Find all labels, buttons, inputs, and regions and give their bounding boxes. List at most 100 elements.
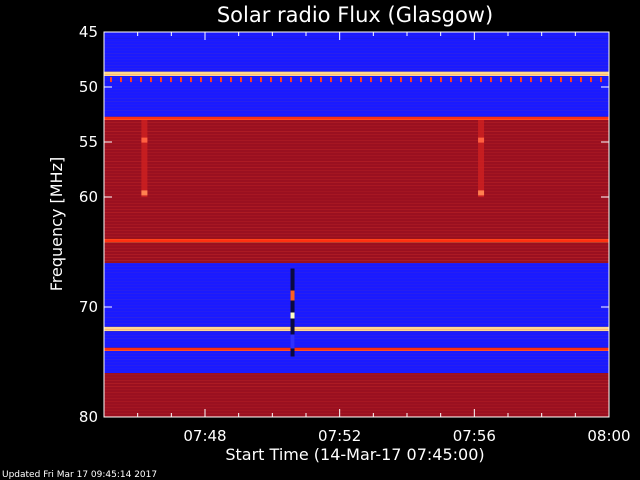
noise-row <box>104 302 609 303</box>
noise-row <box>104 413 609 414</box>
noise-row <box>104 110 609 111</box>
frequency-band-2 <box>104 71 609 76</box>
periodic-dot <box>480 77 482 83</box>
noise-row <box>104 308 609 309</box>
noise-row <box>104 125 609 126</box>
noise-row <box>104 221 609 222</box>
noise-row <box>104 155 609 156</box>
noise-row <box>104 113 609 114</box>
periodic-dot <box>420 77 422 83</box>
noise-row <box>104 404 609 405</box>
noise-row <box>104 251 609 252</box>
periodic-dot <box>570 77 572 83</box>
periodic-dot <box>290 77 292 83</box>
noise-row <box>104 35 609 36</box>
noise-row <box>104 287 609 288</box>
noise-row <box>104 191 609 192</box>
chart-title: Solar radio Flux (Glasgow) <box>217 3 493 27</box>
noise-row <box>104 158 609 159</box>
streak-hotspot <box>478 190 485 196</box>
frequency-band-10 <box>104 331 609 348</box>
noise-row <box>104 218 609 219</box>
noise-row <box>104 200 609 201</box>
noise-row <box>104 296 609 297</box>
noise-row <box>104 74 609 75</box>
periodic-dot <box>230 77 232 83</box>
noise-row <box>104 149 609 150</box>
periodic-dot <box>590 77 592 83</box>
periodic-dot <box>310 77 312 83</box>
y-tick-label: 50 <box>79 78 98 96</box>
noise-row <box>104 41 609 42</box>
periodic-dot <box>510 77 512 83</box>
periodic-dot <box>250 77 252 83</box>
frequency-band-6 <box>104 238 609 243</box>
y-tick-label: 80 <box>79 408 98 426</box>
noise-row <box>104 257 609 258</box>
noise-row <box>104 128 609 129</box>
noise-row <box>104 299 609 300</box>
noise-row <box>104 323 609 324</box>
periodic-dot <box>150 77 152 83</box>
periodic-dot <box>550 77 552 83</box>
periodic-dot <box>490 77 492 83</box>
x-tick-label: 08:00 <box>587 427 630 445</box>
noise-row <box>104 371 609 372</box>
noise-row <box>104 386 609 387</box>
noise-row <box>104 230 609 231</box>
noise-row <box>104 137 609 138</box>
noise-row <box>104 101 609 102</box>
periodic-dot <box>450 77 452 83</box>
noise-row <box>104 68 609 69</box>
noise-row <box>104 398 609 399</box>
noise-row <box>104 77 609 78</box>
noise-row <box>104 194 609 195</box>
periodic-dot <box>370 77 372 83</box>
periodic-dot <box>140 77 142 83</box>
noise-row <box>104 395 609 396</box>
noise-row <box>104 326 609 327</box>
noise-row <box>104 347 609 348</box>
periodic-dot <box>220 77 222 83</box>
noise-row <box>104 53 609 54</box>
periodic-dot <box>320 77 322 83</box>
noise-row <box>104 44 609 45</box>
noise-row <box>104 410 609 411</box>
periodic-dot <box>260 77 262 83</box>
periodic-dot <box>240 77 242 83</box>
noise-row <box>104 50 609 51</box>
noise-row <box>104 143 609 144</box>
noise-row <box>104 146 609 147</box>
noise-row <box>104 344 609 345</box>
noise-row <box>104 170 609 171</box>
periodic-dot <box>390 77 392 83</box>
x-axis: 07:48 07:52 07:56 08:00 <box>137 32 631 445</box>
noise-row <box>104 383 609 384</box>
noise-row <box>104 392 609 393</box>
noise-row <box>104 65 609 66</box>
y-tick-label: 45 <box>79 23 98 41</box>
noise-row <box>104 341 609 342</box>
noise-row <box>104 359 609 360</box>
noise-row <box>104 107 609 108</box>
periodic-dot <box>120 77 122 83</box>
periodic-dot <box>410 77 412 83</box>
noise-row <box>104 104 609 105</box>
x-axis-label: Start Time (14-Mar-17 07:45:00) <box>225 445 484 464</box>
noise-row <box>104 203 609 204</box>
noise-row <box>104 209 609 210</box>
noise-row <box>104 173 609 174</box>
periodic-dot <box>330 77 332 83</box>
periodic-dot <box>180 77 182 83</box>
noise-row <box>104 233 609 234</box>
noise-row <box>104 47 609 48</box>
periodic-dot <box>380 77 382 83</box>
noise-row <box>104 116 609 117</box>
noise-row <box>104 122 609 123</box>
noise-row <box>104 266 609 267</box>
noise-row <box>104 56 609 57</box>
periodic-dot <box>460 77 462 83</box>
frequency-band-13 <box>104 373 609 417</box>
periodic-dot <box>430 77 432 83</box>
